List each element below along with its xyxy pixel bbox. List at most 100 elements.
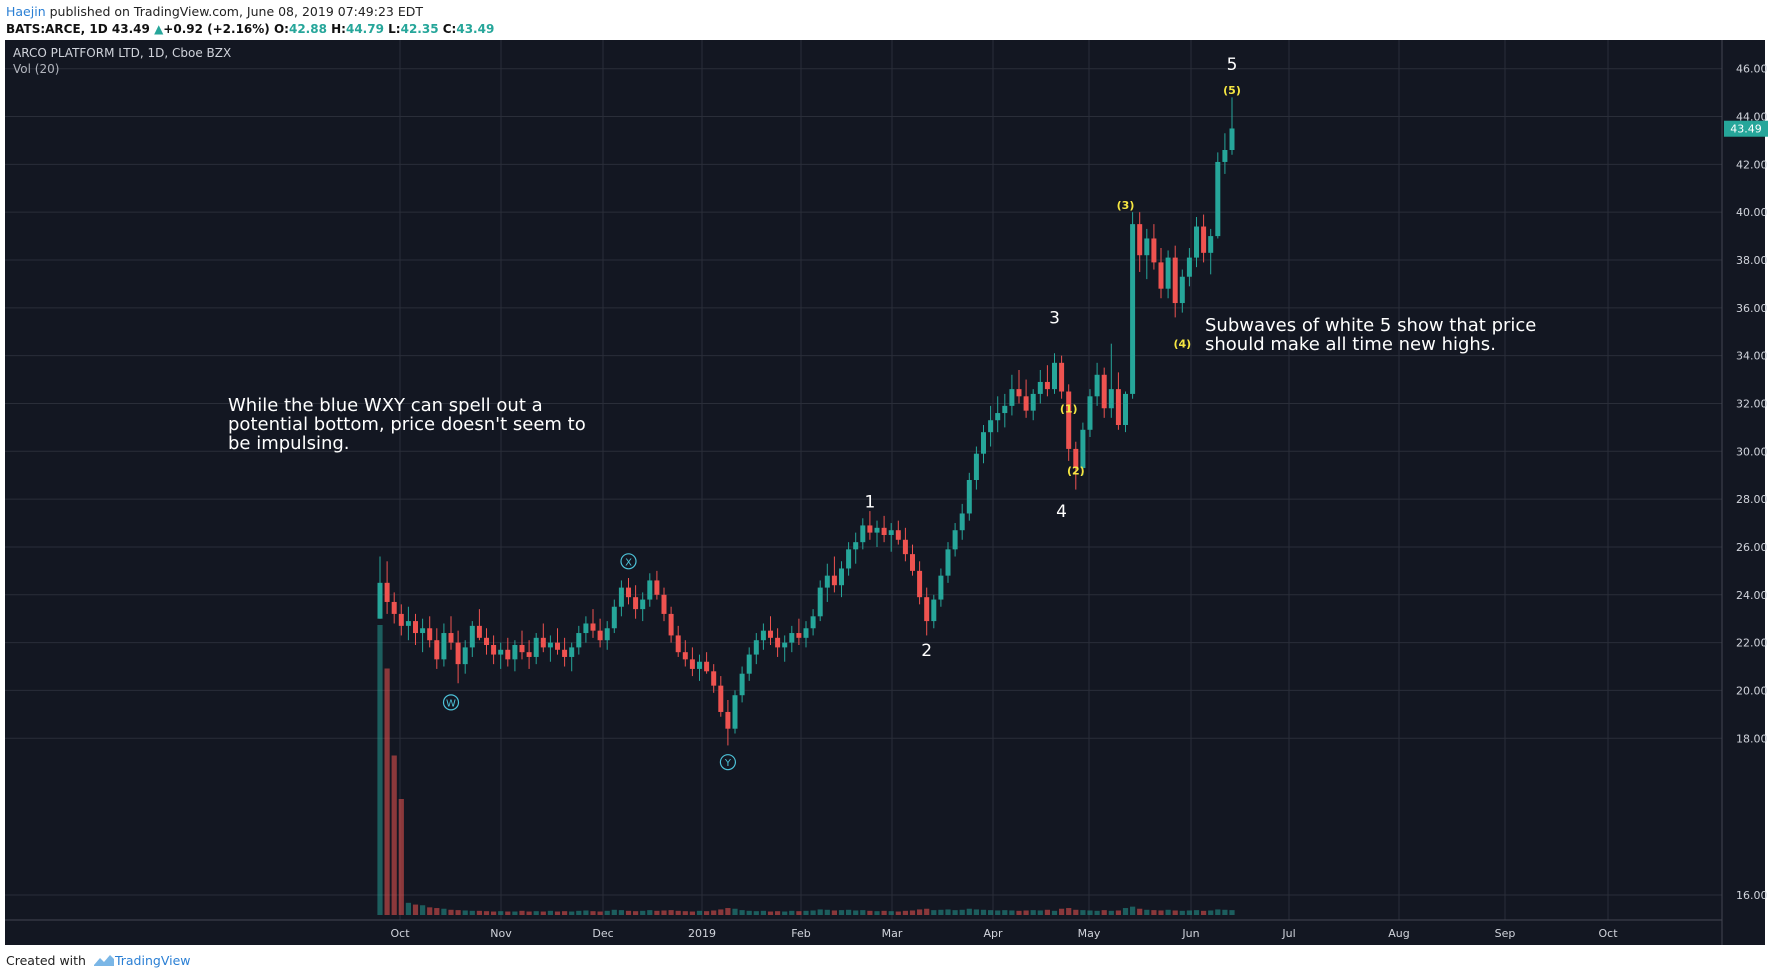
candle-body	[626, 587, 631, 598]
author-link[interactable]: Haejin	[6, 4, 46, 19]
last-price: 43.49	[111, 22, 150, 36]
volume-bar	[789, 910, 795, 915]
volume-bar	[704, 911, 710, 915]
volume-bar	[1108, 910, 1114, 915]
volume-bar	[874, 911, 880, 915]
wave-label: (4)	[1173, 338, 1191, 351]
volume-bars	[377, 625, 1235, 915]
candle-body	[789, 633, 795, 643]
candle-body	[491, 645, 497, 655]
open-value: 42.88	[288, 22, 327, 36]
volume-bar	[469, 910, 475, 915]
volume-bar	[476, 910, 482, 915]
wave-circle	[620, 553, 637, 570]
volume-bar	[377, 625, 383, 915]
time-tick-label: Jun	[1181, 927, 1199, 940]
candle-body	[1052, 362, 1057, 390]
candle-body	[739, 673, 745, 696]
last-price-tag	[1724, 120, 1768, 137]
candle-body	[902, 539, 908, 555]
price-tick-label: 38.00	[1736, 254, 1768, 267]
candle-body	[924, 597, 930, 622]
candle-body	[697, 661, 702, 669]
volume-bar	[1193, 910, 1200, 915]
chart-background	[5, 40, 1765, 945]
candle-body	[732, 695, 738, 729]
volume-bar	[618, 910, 624, 915]
volume-bar	[498, 911, 504, 915]
high-value: 44.79	[345, 22, 384, 36]
candle-body	[1130, 224, 1136, 394]
close-value: 43.49	[456, 22, 495, 36]
time-tick-label: Jul	[1281, 927, 1295, 940]
candle-body	[597, 630, 603, 641]
volume-bar	[739, 910, 745, 915]
candle-body	[484, 637, 489, 645]
volume-bar	[590, 911, 596, 915]
candle-body	[1023, 396, 1029, 411]
up-arrow-icon: ▲	[154, 22, 164, 36]
candle-body	[881, 527, 887, 535]
volume-bar	[973, 909, 979, 915]
volume-bar	[1009, 910, 1015, 915]
annotation-right-line-2: should make all time new highs.	[1205, 334, 1496, 355]
volume-bar	[846, 909, 852, 915]
candle-body	[1172, 257, 1178, 304]
price-axis[interactable]: 16.00 18.00 20.00 22.00 24.00 26.00 28.00 30.00…	[1721, 40, 1768, 945]
time-tick-label: Feb	[791, 927, 810, 940]
annotation-left-line-3: be impulsing.	[228, 433, 350, 454]
candle-body	[1009, 389, 1015, 406]
volume-bar	[547, 910, 553, 915]
candle-body	[917, 570, 923, 598]
chart-grid	[5, 40, 1722, 920]
candle-body	[1215, 161, 1221, 237]
candle-body	[583, 623, 589, 634]
wave-label: Y	[724, 758, 732, 769]
volume-bar	[611, 909, 617, 915]
candle-body	[725, 711, 731, 729]
footer: Created with TradingView	[6, 953, 190, 968]
volume-bar	[519, 910, 525, 915]
candle-body	[1059, 362, 1065, 392]
volume-bar	[1151, 910, 1157, 915]
wave-label: X	[625, 557, 632, 568]
volume-bar	[1137, 908, 1143, 915]
volume-bar	[1208, 910, 1214, 915]
price-tick-label: 42.00	[1736, 158, 1768, 171]
candle-body	[1194, 226, 1199, 258]
volume-bar	[945, 909, 951, 915]
candle-body	[1101, 374, 1107, 409]
candle-body	[569, 647, 575, 657]
candle-body	[1066, 391, 1072, 449]
volume-legend: Vol (20)	[13, 62, 59, 76]
wave-label: (2)	[1067, 464, 1085, 477]
candle-body	[938, 575, 944, 600]
time-axis[interactable]: Oct Nov Dec 2019 Feb Mar Apr May Jun Jul Aug Sep Oct	[5, 919, 1722, 940]
volume-bar	[718, 909, 724, 915]
candle-body	[1123, 393, 1128, 425]
volume-bar	[853, 910, 859, 915]
wave-label: (3)	[1117, 199, 1135, 212]
candle-body	[441, 633, 447, 660]
price-tick-label: 30.00	[1736, 445, 1768, 458]
volume-bar	[384, 668, 390, 915]
volume-bar	[1130, 906, 1136, 915]
candle-body	[895, 530, 901, 540]
candle-body	[973, 453, 979, 480]
tradingview-link[interactable]: TradingView	[114, 953, 191, 968]
candle-body	[398, 613, 404, 626]
candle-body	[1037, 381, 1043, 394]
symbol-summary: BATS:ARCE, 1D 43.49 ▲+0.92 (+2.16%) O:42…	[6, 22, 494, 36]
candle-body	[995, 413, 1001, 421]
price-tick-label: 18.00	[1736, 732, 1768, 745]
publish-text: published on TradingView.com, June 08, 2…	[45, 4, 424, 19]
volume-bar	[576, 910, 582, 915]
candlestick-chart[interactable]: W X Y 1 2 3 4 5 (1) (2) (3) (4) (5) 16.00 18.00 20.00 2…	[0, 40, 1770, 945]
candle-body	[782, 642, 788, 648]
volume-bar	[803, 910, 809, 915]
price-tick-label: 24.00	[1736, 589, 1768, 602]
candle-body	[910, 554, 915, 571]
candle-body	[647, 580, 653, 600]
candle-body	[1144, 238, 1150, 256]
volume-bar	[1051, 910, 1058, 915]
